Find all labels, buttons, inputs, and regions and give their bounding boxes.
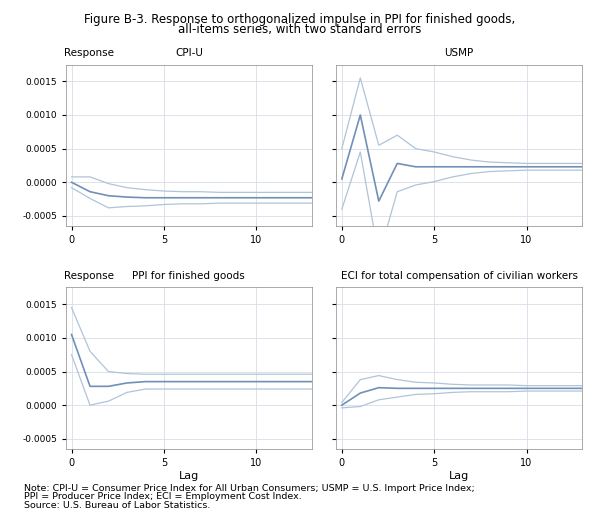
Text: CPI-U: CPI-U (175, 48, 203, 58)
Text: all-items series, with two standard errors: all-items series, with two standard erro… (178, 23, 422, 36)
Text: Source: U.S. Bureau of Labor Statistics.: Source: U.S. Bureau of Labor Statistics. (24, 501, 211, 509)
Text: Figure B-3. Response to orthogonalized impulse in PPI for finished goods,: Figure B-3. Response to orthogonalized i… (85, 13, 515, 26)
Text: USMP: USMP (445, 48, 474, 58)
X-axis label: Lag: Lag (179, 471, 199, 481)
Text: ECI for total compensation of civilian workers: ECI for total compensation of civilian w… (341, 271, 578, 281)
Text: PPI = Producer Price Index; ECI = Employment Cost Index.: PPI = Producer Price Index; ECI = Employ… (24, 492, 302, 501)
Text: Note: CPI-U = Consumer Price Index for All Urban Consumers; USMP = U.S. Import P: Note: CPI-U = Consumer Price Index for A… (24, 484, 475, 493)
X-axis label: Lag: Lag (449, 471, 469, 481)
Text: Response: Response (64, 271, 113, 281)
Text: PPI for finished goods: PPI for finished goods (133, 271, 245, 281)
Text: Response: Response (64, 48, 113, 58)
